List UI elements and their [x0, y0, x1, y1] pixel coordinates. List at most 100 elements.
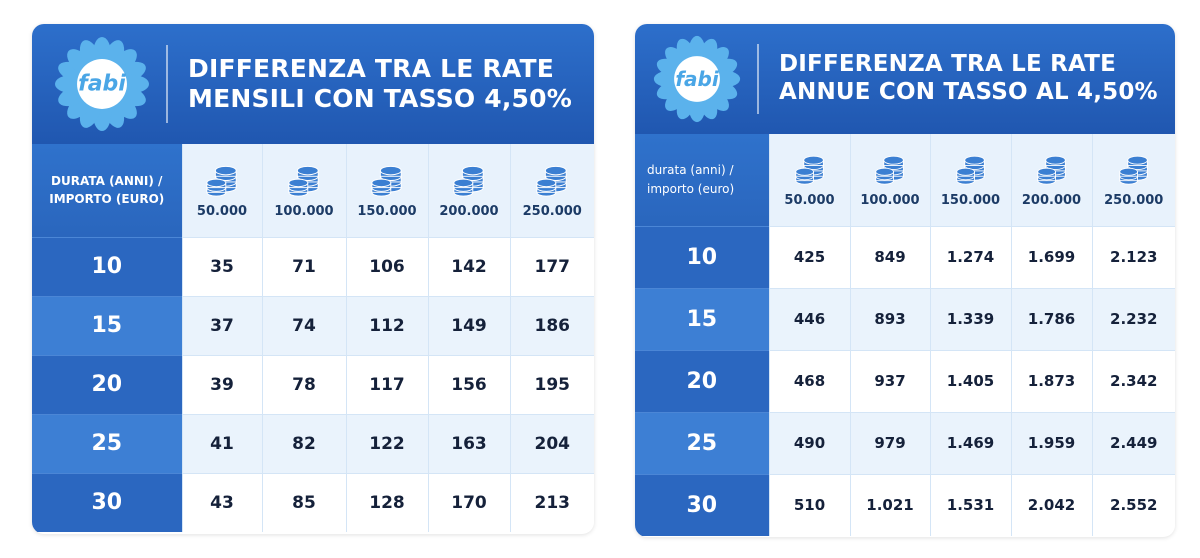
amount-header: 250.000 — [509, 144, 594, 237]
header-divider — [166, 45, 168, 123]
value-cell: 849 — [849, 225, 930, 288]
duration-cell: 20 — [32, 354, 182, 414]
header-row: DURATA (ANNI) / IMPORTO (EURO) 50.000 100.0… — [32, 144, 594, 237]
coin-stack-icon — [1036, 153, 1068, 187]
value-cell: 142 — [427, 236, 510, 296]
monthly-rates-card: fabi DIFFERENZA TRA LE RATE MENSILI CON … — [32, 24, 594, 534]
amount-header: 200.000 — [1010, 134, 1092, 226]
duration-cell: 10 — [635, 225, 769, 288]
corner-line-1: durata (anni) / — [647, 162, 734, 177]
value-cell: 41 — [181, 413, 262, 473]
table-row: 20 39 78 117 156 195 — [32, 354, 594, 414]
value-cell: 510 — [768, 473, 850, 536]
value-cell: 1.531 — [929, 473, 1011, 536]
value-cell: 213 — [509, 472, 594, 532]
card-header: fabi DIFFERENZA TRA LE RATE MENSILI CON … — [32, 24, 594, 144]
value-cell: 112 — [345, 295, 428, 355]
value-cell: 39 — [181, 354, 262, 414]
amount-label: 200.000 — [1021, 193, 1082, 209]
table-row: 20 468 937 1.405 1.873 2.342 — [635, 349, 1175, 412]
coin-stack-icon — [370, 164, 404, 198]
card-title: DIFFERENZA TRA LE RATE MENSILI CON TASSO… — [188, 54, 572, 114]
corner-line-1: DURATA (ANNI) / — [51, 173, 163, 188]
amount-label: 100.000 — [274, 203, 334, 219]
coin-stack-icon — [794, 153, 826, 187]
corner-header: durata (anni) / importo (euro) — [635, 134, 769, 226]
value-cell: 2.123 — [1091, 225, 1175, 288]
amount-label: 250.000 — [1104, 193, 1164, 209]
corner-header: DURATA (ANNI) / IMPORTO (EURO) — [32, 144, 182, 237]
coin-stack-icon — [535, 164, 569, 198]
value-cell: 195 — [509, 354, 594, 414]
table-row: 15 446 893 1.339 1.786 2.232 — [635, 287, 1175, 350]
rates-table: DURATA (ANNI) / IMPORTO (EURO) 50.000 100.0… — [32, 144, 594, 532]
corner-line-2: importo (euro) — [647, 181, 735, 196]
table-row: 25 41 82 122 163 204 — [32, 413, 594, 473]
title-line-1: DIFFERENZA TRA LE RATE — [188, 54, 554, 83]
amount-label: 150.000 — [357, 203, 417, 219]
logo-text: fabi — [675, 67, 719, 91]
value-cell: 979 — [849, 411, 930, 474]
amount-header: 50.000 — [181, 144, 262, 237]
fabi-logo-icon: fabi — [653, 35, 741, 123]
value-cell: 1.786 — [1010, 287, 1092, 350]
value-cell: 446 — [768, 287, 850, 350]
value-cell: 425 — [768, 225, 850, 288]
table-row: 15 37 74 112 149 186 — [32, 295, 594, 355]
value-cell: 74 — [261, 295, 346, 355]
amount-header: 250.000 — [1091, 134, 1175, 226]
value-cell: 1.274 — [929, 225, 1011, 288]
amount-label: 250.000 — [522, 203, 582, 219]
value-cell: 82 — [261, 413, 346, 473]
duration-cell: 10 — [32, 236, 182, 296]
value-cell: 2.552 — [1091, 473, 1175, 536]
value-cell: 2.232 — [1091, 287, 1175, 350]
duration-cell: 25 — [32, 413, 182, 473]
value-cell: 117 — [345, 354, 428, 414]
value-cell: 893 — [849, 287, 930, 350]
table-row: 10 425 849 1.274 1.699 2.123 — [635, 225, 1175, 288]
coin-stack-icon — [874, 153, 906, 187]
amount-label: 100.000 — [860, 193, 920, 209]
coin-stack-icon — [205, 164, 239, 198]
amount-header: 150.000 — [345, 144, 428, 237]
corner-line-2: IMPORTO (EURO) — [49, 192, 165, 207]
coin-stack-icon — [1118, 153, 1150, 187]
value-cell: 1.405 — [929, 349, 1011, 412]
fabi-logo-icon: fabi — [54, 36, 150, 132]
value-cell: 37 — [181, 295, 262, 355]
value-cell: 156 — [427, 354, 510, 414]
coin-stack-icon — [287, 164, 321, 198]
value-cell: 2.342 — [1091, 349, 1175, 412]
title-line-2: MENSILI CON TASSO 4,50% — [188, 84, 572, 113]
header-divider — [757, 44, 759, 114]
amount-header: 50.000 — [768, 134, 850, 226]
duration-cell: 30 — [635, 473, 769, 536]
table-row: 30 510 1.021 1.531 2.042 2.552 — [635, 473, 1175, 536]
value-cell: 937 — [849, 349, 930, 412]
duration-cell: 30 — [32, 472, 182, 532]
amount-header: 200.000 — [427, 144, 510, 237]
value-cell: 1.873 — [1010, 349, 1092, 412]
coin-stack-icon — [452, 164, 486, 198]
value-cell: 204 — [509, 413, 594, 473]
value-cell: 1.021 — [849, 473, 930, 536]
title-line-2: ANNUE CON TASSO AL 4,50% — [779, 79, 1158, 105]
value-cell: 1.959 — [1010, 411, 1092, 474]
value-cell: 122 — [345, 413, 428, 473]
amount-label: 200.000 — [439, 203, 499, 219]
table-row: 25 490 979 1.469 1.959 2.449 — [635, 411, 1175, 474]
table-row: 10 35 71 106 142 177 — [32, 236, 594, 296]
amount-header: 150.000 — [929, 134, 1011, 226]
value-cell: 2.449 — [1091, 411, 1175, 474]
value-cell: 43 — [181, 472, 262, 532]
duration-cell: 20 — [635, 349, 769, 412]
value-cell: 71 — [261, 236, 346, 296]
value-cell: 2.042 — [1010, 473, 1092, 536]
amount-label: 50.000 — [196, 203, 248, 219]
card-header: fabi DIFFERENZA TRA LE RATE ANNUE CON TA… — [635, 24, 1175, 134]
amount-label: 50.000 — [784, 193, 835, 209]
value-cell: 149 — [427, 295, 510, 355]
value-cell: 177 — [509, 236, 594, 296]
value-cell: 128 — [345, 472, 428, 532]
